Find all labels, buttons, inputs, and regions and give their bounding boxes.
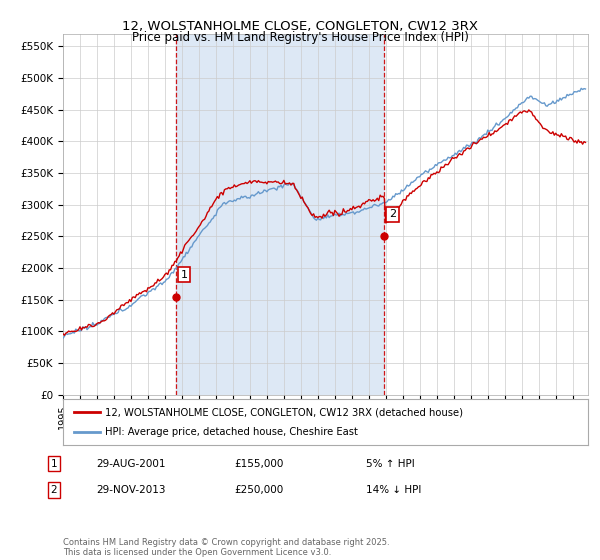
Text: £155,000: £155,000	[234, 459, 283, 469]
Text: 29-NOV-2013: 29-NOV-2013	[96, 485, 166, 495]
Text: £250,000: £250,000	[234, 485, 283, 495]
Text: 2: 2	[50, 485, 58, 495]
Bar	[176, 34, 385, 395]
Text: 2: 2	[389, 209, 396, 220]
Text: 1: 1	[181, 269, 187, 279]
Text: 12, WOLSTANHOLME CLOSE, CONGLETON, CW12 3RX (detached house): 12, WOLSTANHOLME CLOSE, CONGLETON, CW12 …	[105, 407, 463, 417]
Text: Contains HM Land Registry data © Crown copyright and database right 2025.
This d: Contains HM Land Registry data © Crown c…	[63, 538, 389, 557]
Text: 12, WOLSTANHOLME CLOSE, CONGLETON, CW12 3RX: 12, WOLSTANHOLME CLOSE, CONGLETON, CW12 …	[122, 20, 478, 32]
Text: 29-AUG-2001: 29-AUG-2001	[96, 459, 166, 469]
Text: Price paid vs. HM Land Registry's House Price Index (HPI): Price paid vs. HM Land Registry's House …	[131, 31, 469, 44]
Text: HPI: Average price, detached house, Cheshire East: HPI: Average price, detached house, Ches…	[105, 427, 358, 437]
Text: 1: 1	[50, 459, 58, 469]
Text: 14% ↓ HPI: 14% ↓ HPI	[366, 485, 421, 495]
Text: 5% ↑ HPI: 5% ↑ HPI	[366, 459, 415, 469]
